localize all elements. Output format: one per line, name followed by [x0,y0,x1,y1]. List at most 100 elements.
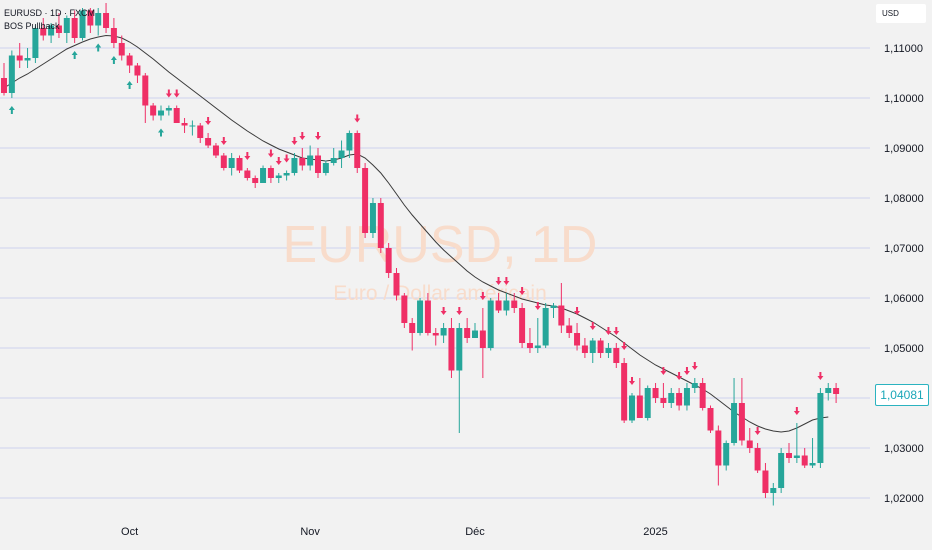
candle-body [103,13,110,28]
candle-body [613,348,620,363]
candle-body [495,300,502,311]
candle-body [762,470,769,493]
bos-down-arrow [683,367,690,375]
candle [550,303,557,318]
candle-body [833,388,840,394]
candle [315,148,321,178]
candle [322,160,329,176]
candle-body [118,43,125,56]
candle [668,388,675,408]
bos-down-arrow [456,307,463,315]
candle-body [731,403,738,443]
candle-body [511,300,518,308]
candle [526,328,533,353]
watermark-symbol: EURUSD, 1D [283,216,598,274]
candle [212,143,219,158]
candle [746,428,753,453]
candle [472,323,478,338]
candle [636,378,643,418]
moving-average-line [3,34,829,433]
price-tick-label: 1,03000 [884,443,924,455]
bos-down-arrow [629,377,635,385]
candle [519,303,526,348]
candle [338,140,345,168]
candle [299,148,306,171]
price-tick-label: 1,08000 [884,193,924,205]
candle-body [801,455,808,466]
bos-down-arrow [621,342,628,350]
candle [534,318,541,353]
time-axis[interactable]: Oct Nov Déc 2025 [121,526,668,538]
bos-down-arrow [793,407,800,415]
bos-down-arrow [754,427,761,435]
currency-selector[interactable]: USD [876,4,926,23]
candle-body [424,300,431,333]
bos-down-arrow [676,372,683,380]
candle-body [48,25,55,36]
candle [786,443,792,463]
candle-body [55,25,62,33]
candle [40,18,47,41]
indicator-label[interactable]: BOS Pullback [4,21,60,31]
candle-body [189,125,196,127]
bos-down-arrow [299,132,306,140]
bos-down-arrow [660,367,667,375]
candle-body [448,328,455,371]
candle [165,105,172,116]
candle [134,63,141,83]
time-tick-label: Nov [300,526,320,538]
time-tick-label: Déc [465,526,485,538]
candle-body [652,388,659,398]
candle [385,243,392,278]
candle [275,173,282,183]
symbol-title[interactable]: EURUSD · 1D · FXCM [4,8,96,18]
candle-body [126,55,133,66]
candle-body [417,300,424,333]
candle-body [197,125,204,138]
candle [103,3,110,33]
price-axis[interactable]: 1,11000 1,10000 1,09000 1,08000 1,07000 1,060… [884,43,924,505]
candle [479,308,486,378]
candle-body [322,163,329,173]
ma-line [3,34,829,433]
candle-body [558,305,565,326]
bos-up-arrow [126,81,133,89]
candle-body [252,178,259,183]
candle-body [825,388,832,393]
candle [79,8,86,41]
bos-up-arrow [71,51,78,59]
candle [817,388,824,468]
candle-body [165,108,172,111]
candle [118,35,125,61]
candle-body [260,168,267,183]
candle-body [338,150,345,158]
candle [676,388,683,411]
bos-down-arrow [519,287,526,295]
candle-body [676,393,683,406]
candle-body [754,448,761,471]
candle [346,130,353,158]
candle-body [629,395,635,421]
candle-body [205,138,212,146]
candle-body [134,65,141,76]
candle-body [181,123,188,126]
candle-body [63,18,70,33]
bos-down-arrow [275,157,282,165]
candle-body [377,203,384,248]
candle [369,198,376,238]
candle-body [307,155,314,166]
price-tick-label: 1,09000 [884,143,924,155]
candle-body [644,388,651,418]
candle-body [330,158,337,163]
bos-down-arrow [495,277,502,285]
candle-body [691,383,698,388]
candle [605,343,612,358]
candle [126,53,133,73]
candle [581,338,588,358]
bos-signals [8,43,824,435]
candle-body [487,300,494,348]
candle-body [393,273,400,296]
candle-body [746,440,753,448]
candle-body [275,175,282,178]
